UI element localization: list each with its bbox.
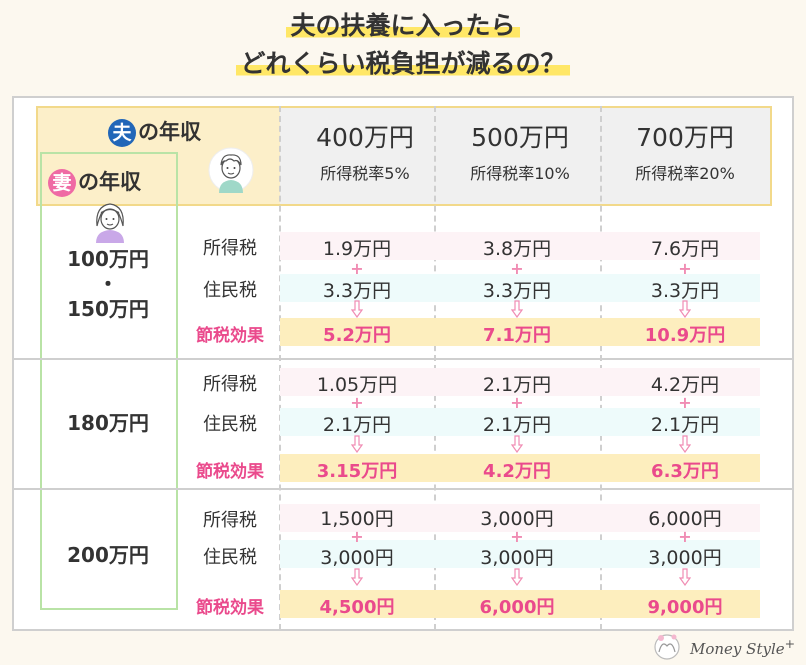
effect-value: 10.9万円 <box>644 325 726 346</box>
header-border-right <box>770 106 772 206</box>
income-tax-value: 1.9万円 <box>322 238 392 260</box>
group-divider <box>14 358 794 360</box>
tax-rate-20: 所得税率20% <box>635 164 735 183</box>
down-arrow-icon <box>600 568 770 590</box>
row-label-effect: 節税効果 <box>196 462 264 482</box>
effect-value: 6,000円 <box>479 597 555 618</box>
income-tax-value: 3,000円 <box>480 508 554 530</box>
income-tax-value: 1.05万円 <box>316 374 398 396</box>
effect-value: 4,500円 <box>319 597 395 618</box>
group-divider <box>14 488 794 490</box>
tax-rate-10: 所得税率10% <box>470 164 570 183</box>
row-label-resident-tax: 住民税 <box>203 547 257 568</box>
husband-avatar-icon <box>208 147 254 193</box>
logo-mark-icon <box>654 634 680 660</box>
plus-icon: + <box>350 259 364 278</box>
row-label-income-tax: 所得税 <box>203 238 257 259</box>
resident-tax-value: 3,000円 <box>320 547 394 569</box>
wife-income-group-2: 180万円 <box>67 411 149 435</box>
down-arrow-icon <box>272 568 442 590</box>
plus-icon: + <box>510 393 524 412</box>
resident-tax-value: 2.1万円 <box>650 414 720 436</box>
plus-icon: + <box>350 393 364 412</box>
wife-avatar-icon <box>88 196 132 244</box>
income-tax-value: 4.2万円 <box>650 374 720 396</box>
resident-tax-value: 3,000円 <box>480 547 554 569</box>
resident-tax-band <box>280 274 760 302</box>
resident-tax-band <box>280 540 760 568</box>
income-tax-value: 3.8万円 <box>482 238 552 260</box>
down-arrow-icon <box>600 435 770 457</box>
resident-tax-value: 2.1万円 <box>482 414 552 436</box>
plus-icon: + <box>510 259 524 278</box>
income-tax-value: 6,000円 <box>648 508 722 530</box>
row-label-resident-tax: 住民税 <box>203 280 257 301</box>
husband-income-700: 700万円 <box>636 123 734 152</box>
row-label-effect: 節税効果 <box>196 326 264 346</box>
income-tax-value: 2.1万円 <box>482 374 552 396</box>
income-tax-value: 1,500円 <box>320 508 394 530</box>
tax-rate-5: 所得税率5% <box>320 164 410 183</box>
husband-badge: 夫 <box>108 119 136 147</box>
down-arrow-icon <box>432 435 602 457</box>
income-tax-band <box>280 504 760 532</box>
down-arrow-icon <box>272 435 442 457</box>
header-col-700: 700万円 所得税率20% <box>600 106 770 206</box>
wife-income-label: 妻の年収 <box>48 166 141 197</box>
resident-tax-value: 3.3万円 <box>482 280 552 302</box>
header-border-top <box>36 106 772 108</box>
plus-icon: + <box>350 527 364 546</box>
row-label-income-tax: 所得税 <box>203 374 257 395</box>
effect-band <box>280 590 760 618</box>
wife-income-column <box>40 152 178 610</box>
resident-tax-value: 3,000円 <box>648 547 722 569</box>
plus-icon: + <box>678 259 692 278</box>
effect-value: 5.2万円 <box>323 325 391 346</box>
money-style-logo: Money Style+ <box>650 632 800 662</box>
row-label-resident-tax: 住民税 <box>203 414 257 435</box>
page-title-line1: 夫の扶養に入ったら <box>0 6 806 42</box>
down-arrow-icon <box>432 568 602 590</box>
effect-band <box>280 318 760 346</box>
resident-tax-band <box>280 408 760 436</box>
wife-badge: 妻 <box>48 169 76 197</box>
husband-income-500: 500万円 <box>471 123 569 152</box>
effect-band <box>280 454 760 482</box>
down-arrow-icon <box>272 300 442 322</box>
effect-value: 9,000円 <box>647 597 723 618</box>
resident-tax-value: 3.3万円 <box>650 280 720 302</box>
wife-income-group-1: 100万円 ・ 150万円 <box>67 247 149 321</box>
row-label-income-tax: 所得税 <box>203 510 257 531</box>
effect-value: 7.1万円 <box>483 325 551 346</box>
plus-icon: + <box>678 393 692 412</box>
header-col-500: 500万円 所得税率10% <box>435 106 605 206</box>
resident-tax-value: 3.3万円 <box>322 280 392 302</box>
plus-icon: + <box>678 527 692 546</box>
header-border-bottom <box>36 204 772 206</box>
header-col-400: 400万円 所得税率5% <box>280 106 450 206</box>
page-title-line2: どれくらい税負担が減るの？ <box>0 44 806 80</box>
income-tax-value: 7.6万円 <box>650 238 720 260</box>
husband-income-400: 400万円 <box>316 123 414 152</box>
effect-value: 6.3万円 <box>651 461 719 482</box>
wife-income-group-3: 200万円 <box>67 543 149 567</box>
effect-value: 4.2万円 <box>483 461 551 482</box>
husband-income-label: 夫の年収 <box>108 116 201 147</box>
effect-value: 3.15万円 <box>316 461 398 482</box>
down-arrow-icon <box>600 300 770 322</box>
plus-icon: + <box>510 527 524 546</box>
income-tax-band <box>280 368 760 396</box>
resident-tax-value: 2.1万円 <box>322 414 392 436</box>
row-label-effect: 節税効果 <box>196 598 264 618</box>
income-tax-band <box>280 232 760 260</box>
down-arrow-icon <box>432 300 602 322</box>
